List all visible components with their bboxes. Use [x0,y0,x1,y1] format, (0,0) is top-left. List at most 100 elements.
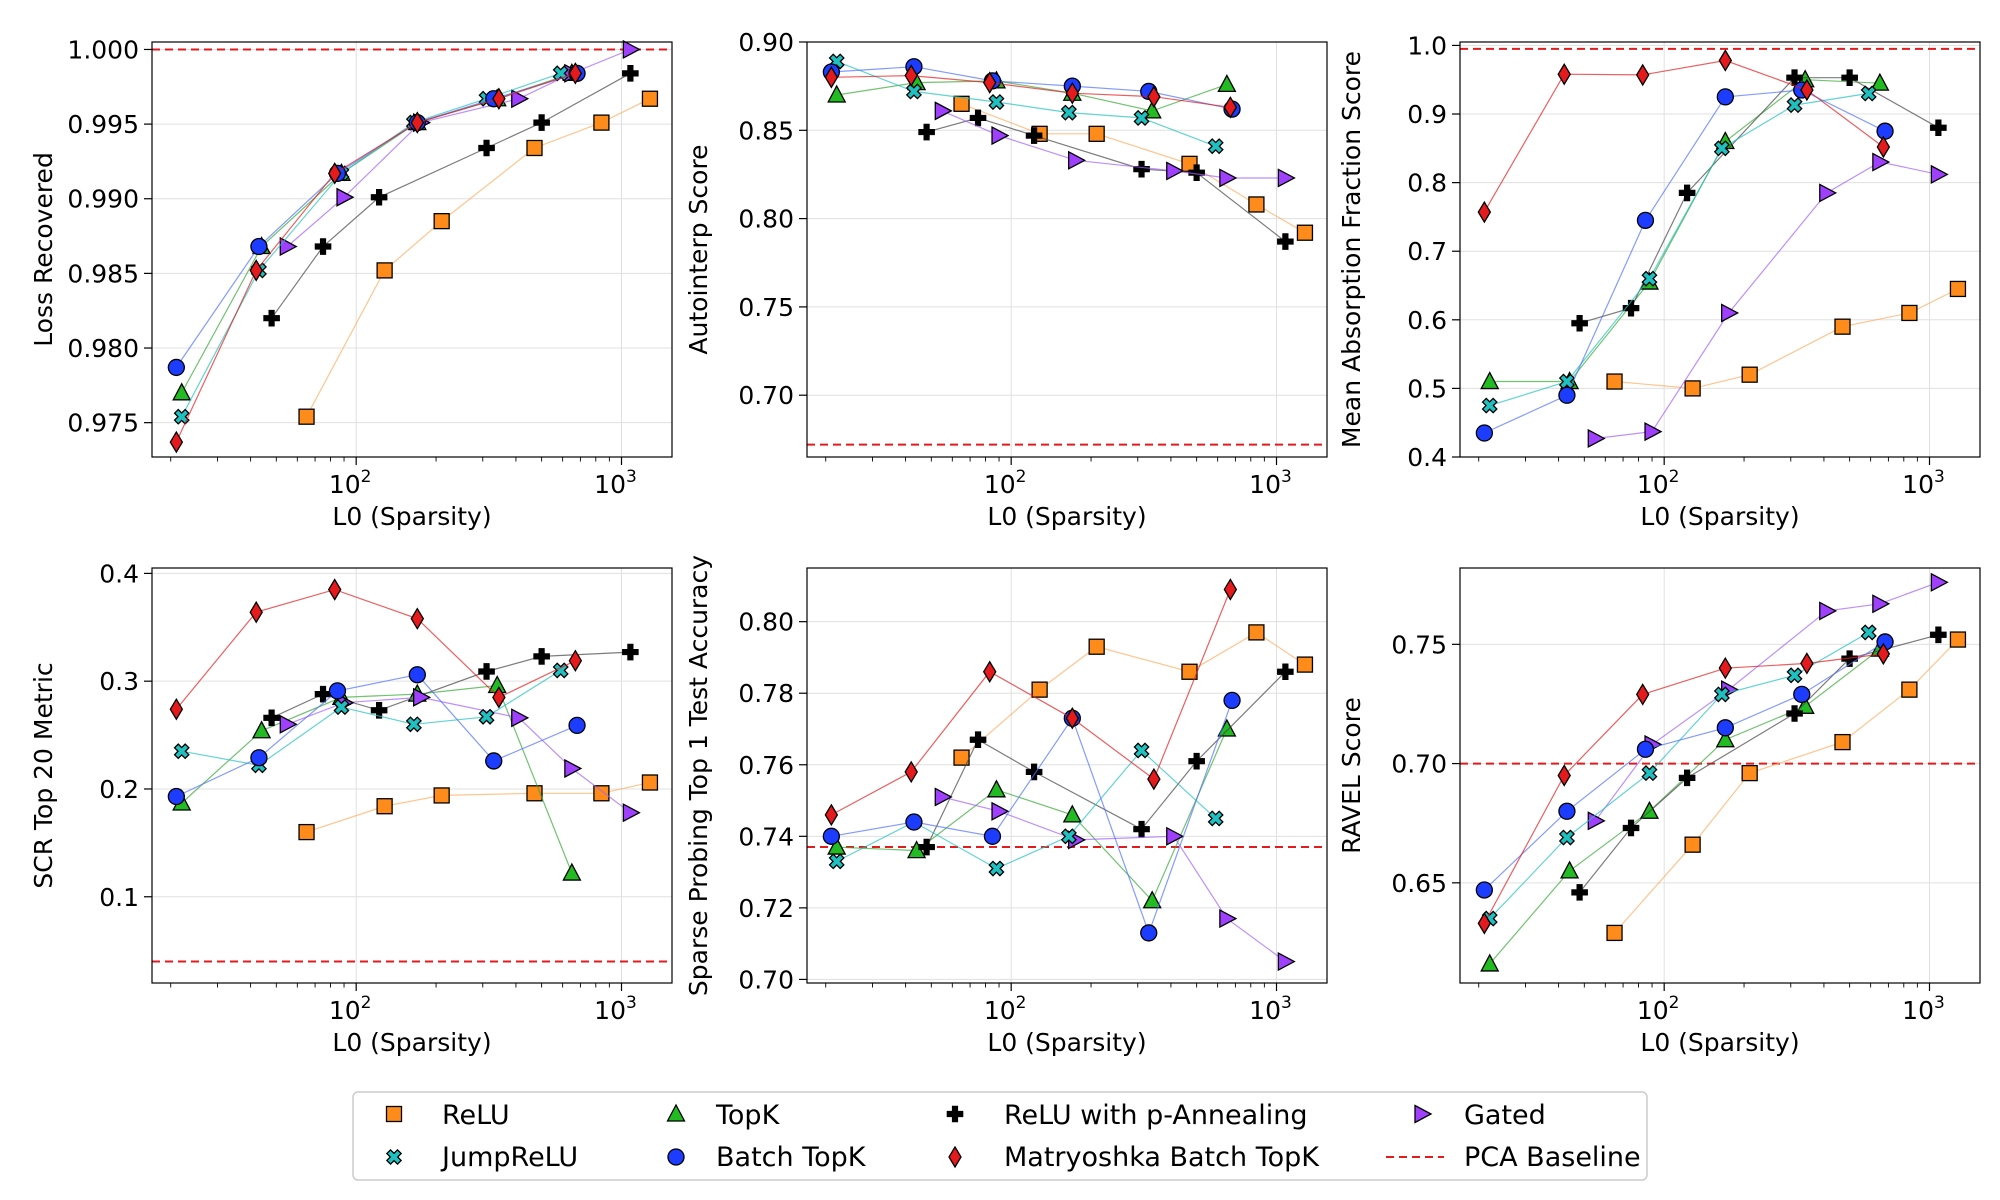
series-relu_p [1571,69,1947,332]
series-jumprelu [828,742,1224,877]
data-point-batchtopk [1716,719,1734,737]
x-tick-label: 103 [594,993,637,1025]
data-point-jumprelu [1713,686,1730,703]
data-point-batchtopk [1558,386,1576,404]
data-point-jumprelu [1060,104,1077,121]
data-point-relu [1296,224,1314,241]
data-point-topk [986,779,1007,798]
series-line-relu [961,631,1306,759]
legend-label-matryoshka: Matryoshka Batch TopK [1004,1142,1320,1173]
data-point-jumprelu [1860,624,1877,641]
data-point-batchtopk [485,752,503,770]
data-point-matryoshka [1800,652,1814,675]
data-point-gated [279,714,298,734]
legend-marker-gated [1414,1104,1433,1124]
data-point-relu [1949,280,1967,298]
data-point-batchtopk [250,237,268,256]
y-tick-label: 0.75 [738,293,794,322]
legend: ReLU TopK ReLU with p-Annealing Gated Ju… [352,1091,1648,1181]
data-point-gated [934,787,953,807]
data-point-topk [1559,860,1580,879]
data-point-batchtopk [1636,740,1655,758]
series-line-matryoshka [831,589,1231,816]
data-point-relu_p [1930,119,1947,137]
series-relu_p [918,109,1294,250]
y-tick-label: 0.4 [1407,443,1447,472]
data-point-matryoshka [982,71,997,94]
data-point-relu [1248,196,1265,213]
subplot-1: 102 103 0.975 0.980 0.985 0.990 0.995 1.000 L0 (… [29,35,673,531]
data-point-relu [1901,304,1918,322]
data-point-relu [1741,366,1758,383]
series-line-relu [1614,288,1959,390]
data-point-relu_p [478,663,495,680]
data-point-jumprelu [1481,397,1498,414]
data-point-relu_p [622,643,639,661]
series-line-topk [181,72,573,394]
data-point-matryoshka [982,660,997,684]
data-point-batchtopk [1475,881,1493,899]
data-point-matryoshka [327,162,342,185]
series-matryoshka [169,578,583,721]
plot-frame [806,41,1328,458]
y-tick-label: 0.90 [738,28,794,57]
x-axis-label: L0 (Sparsity) [987,1028,1146,1057]
grid [807,41,1327,457]
series-line-gated [1594,581,1939,822]
x-tick-label: 102 [984,467,1027,499]
data-point-matryoshka [1635,683,1650,706]
y-tick-label: 0.72 [738,894,794,923]
x-tick-label: 102 [329,993,372,1025]
data-point-gated [934,101,953,121]
y-axis: 0.4 0.5 0.6 0.7 0.8 0.9 1.0 [1407,31,1460,472]
data-point-relu_p [533,648,550,665]
data-point-jumprelu [828,853,845,870]
data-point-relu [298,408,315,425]
legend-symbol-relu_p [946,1105,964,1123]
x-axis: 102 103 [825,457,1292,499]
legend-marker-matryoshka [948,1145,962,1169]
data-point-relu [1834,733,1851,751]
x-tick-label: 103 [1902,993,1945,1025]
series-jumprelu [828,53,1224,155]
data-point-jumprelu [1207,810,1224,827]
x-axis-label: L0 (Sparsity) [1640,502,1799,531]
legend-item-batch-topk: Batch TopK [667,1142,867,1173]
data-point-relu [1606,924,1623,942]
data-point-matryoshka [568,649,583,672]
series-matryoshka [824,578,1238,827]
data-point-relu_p [1277,233,1294,250]
series-gated [279,687,641,823]
data-point-batchtopk [328,682,347,700]
series-gated [934,787,1296,972]
x-tick-label: 102 [1637,993,1680,1025]
y-axis-label: Autointerp Score [684,144,713,354]
x-axis-label: L0 (Sparsity) [1640,1028,1799,1057]
plot-frame [806,567,1328,984]
x-tick-label: 102 [329,467,372,499]
series-line-batchtopk [831,66,1233,110]
legend-label-jumprelu: JumpReLU [440,1142,578,1173]
series-line-topk [836,728,1228,902]
series-line-jumprelu [836,60,1216,147]
series-batchtopk [1475,633,1894,899]
data-point-topk [1639,800,1660,819]
series-line-gated [1595,161,1939,440]
data-point-gated [1277,951,1296,972]
data-point-matryoshka [824,803,839,827]
y-axis-label: Mean Absorption Fraction Score [1337,51,1366,448]
data-point-matryoshka [904,64,918,87]
data-point-topk [1715,729,1735,748]
series-line-topk [836,80,1228,112]
data-point-matryoshka [169,697,184,721]
x-axis: 102 103 [170,983,637,1025]
x-axis: 102 103 [825,983,1292,1025]
data-point-matryoshka [568,62,583,85]
data-point-relu [593,785,610,802]
plot-frame [151,41,673,458]
data-point-matryoshka [1718,656,1733,680]
legend-label-relu: ReLU [442,1100,510,1131]
data-point-gated [622,39,641,60]
legend-symbol-gated [1414,1104,1433,1124]
